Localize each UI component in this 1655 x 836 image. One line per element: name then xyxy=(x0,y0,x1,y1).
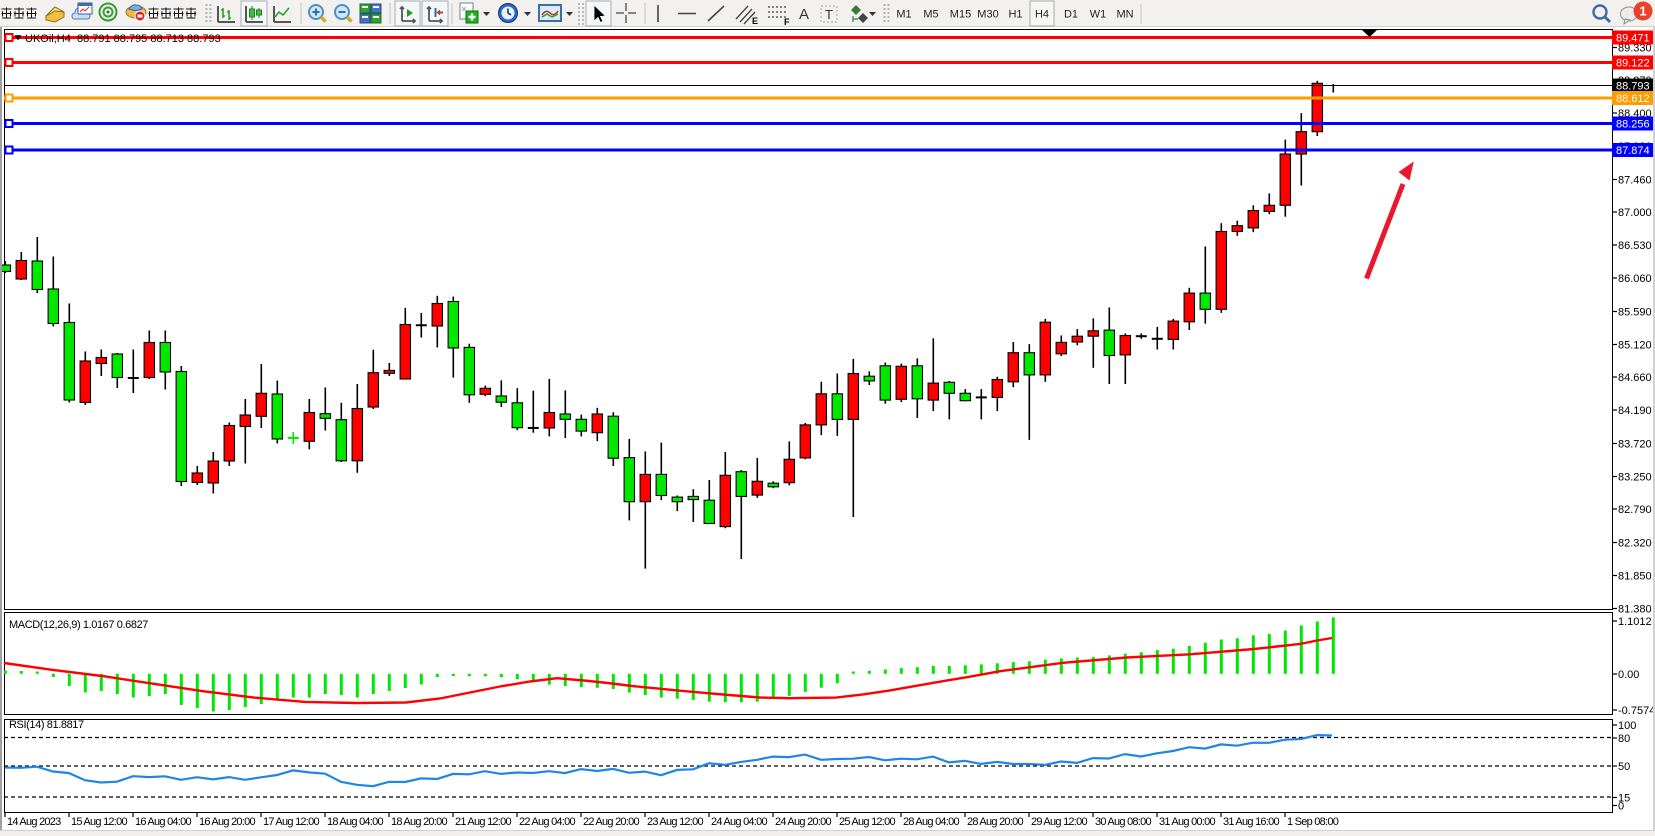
svg-text:RSI(14) 81.8817: RSI(14) 81.8817 xyxy=(9,719,84,731)
svg-text:H4: H4 xyxy=(1035,9,1049,21)
svg-text:31 Aug 00:00: 31 Aug 00:00 xyxy=(1159,816,1215,828)
svg-text:21 Aug 12:00: 21 Aug 12:00 xyxy=(455,816,511,828)
svg-text:89.471: 89.471 xyxy=(1616,33,1650,45)
svg-text:1: 1 xyxy=(1639,4,1646,19)
svg-text:24 Aug 04:00: 24 Aug 04:00 xyxy=(711,816,767,828)
svg-text:14 Aug 2023: 14 Aug 2023 xyxy=(7,816,61,828)
svg-text:0: 0 xyxy=(1618,801,1624,813)
svg-text:MN: MN xyxy=(1116,9,1133,21)
svg-text:25 Aug 12:00: 25 Aug 12:00 xyxy=(839,816,895,828)
svg-text:M5: M5 xyxy=(923,9,938,21)
svg-text:30 Aug 08:00: 30 Aug 08:00 xyxy=(1095,816,1151,828)
svg-text:87.460: 87.460 xyxy=(1618,175,1652,187)
svg-text:31 Aug 16:00: 31 Aug 16:00 xyxy=(1223,816,1279,828)
svg-text:89.122: 89.122 xyxy=(1616,58,1650,70)
svg-text:87.000: 87.000 xyxy=(1618,207,1652,219)
svg-text:W1: W1 xyxy=(1090,9,1107,21)
svg-text:E: E xyxy=(752,16,758,26)
svg-text:28 Aug 04:00: 28 Aug 04:00 xyxy=(903,816,959,828)
svg-text:M15: M15 xyxy=(950,9,971,21)
svg-text:86.060: 86.060 xyxy=(1618,273,1652,285)
svg-text:83.720: 83.720 xyxy=(1618,439,1652,451)
svg-text:88.256: 88.256 xyxy=(1616,119,1650,131)
svg-text:89.330: 89.330 xyxy=(1618,43,1652,55)
svg-text:81.850: 81.850 xyxy=(1618,571,1652,583)
svg-text:85.590: 85.590 xyxy=(1618,307,1652,319)
svg-text:-0.7574: -0.7574 xyxy=(1618,705,1655,717)
svg-text:29 Aug 12:00: 29 Aug 12:00 xyxy=(1031,816,1087,828)
svg-text:16 Aug 20:00: 16 Aug 20:00 xyxy=(199,816,255,828)
svg-text:88.612: 88.612 xyxy=(1616,93,1650,105)
svg-text:MACD(12,26,9) 1.0167 0.6827: MACD(12,26,9) 1.0167 0.6827 xyxy=(9,619,148,631)
svg-text:15: 15 xyxy=(1618,793,1630,805)
svg-text:H1: H1 xyxy=(1008,9,1022,21)
svg-text:80: 80 xyxy=(1618,733,1630,745)
svg-text:81.380: 81.380 xyxy=(1618,604,1652,616)
svg-text:15 Aug 12:00: 15 Aug 12:00 xyxy=(71,816,127,828)
svg-text:28 Aug 20:00: 28 Aug 20:00 xyxy=(967,816,1023,828)
svg-text:16 Aug 04:00: 16 Aug 04:00 xyxy=(135,816,191,828)
svg-text:22 Aug 04:00: 22 Aug 04:00 xyxy=(519,816,575,828)
svg-text:0.00: 0.00 xyxy=(1618,669,1639,681)
svg-text:18 Aug 04:00: 18 Aug 04:00 xyxy=(327,816,383,828)
svg-text:85.120: 85.120 xyxy=(1618,340,1652,352)
svg-text:D1: D1 xyxy=(1064,9,1078,21)
svg-text:22 Aug 20:00: 22 Aug 20:00 xyxy=(583,816,639,828)
svg-text:F: F xyxy=(784,17,790,27)
svg-text:24 Aug 20:00: 24 Aug 20:00 xyxy=(775,816,831,828)
svg-text:T: T xyxy=(825,7,833,22)
svg-text:1 Sep 08:00: 1 Sep 08:00 xyxy=(1287,816,1339,828)
svg-text:100: 100 xyxy=(1618,720,1636,732)
svg-text:50: 50 xyxy=(1618,761,1630,773)
svg-text:M1: M1 xyxy=(896,9,911,21)
svg-text:M30: M30 xyxy=(977,9,998,21)
svg-text:A: A xyxy=(799,6,809,23)
svg-text:82.790: 82.790 xyxy=(1618,504,1652,516)
svg-text:84.660: 84.660 xyxy=(1618,372,1652,384)
svg-text:17 Aug 12:00: 17 Aug 12:00 xyxy=(263,816,319,828)
svg-text:87.874: 87.874 xyxy=(1616,145,1650,157)
svg-text:86.530: 86.530 xyxy=(1618,240,1652,252)
svg-text:UKOil,H4 88.791 88.795 88.713: UKOil,H4 88.791 88.795 88.713 88.793 xyxy=(25,33,221,45)
svg-text:84.190: 84.190 xyxy=(1618,405,1652,417)
svg-text:18 Aug 20:00: 18 Aug 20:00 xyxy=(391,816,447,828)
svg-text:88.793: 88.793 xyxy=(1616,81,1650,93)
svg-text:83.250: 83.250 xyxy=(1618,472,1652,484)
svg-text:1.1012: 1.1012 xyxy=(1618,616,1652,628)
svg-text:82.320: 82.320 xyxy=(1618,538,1652,550)
svg-text:23 Aug 12:00: 23 Aug 12:00 xyxy=(647,816,703,828)
